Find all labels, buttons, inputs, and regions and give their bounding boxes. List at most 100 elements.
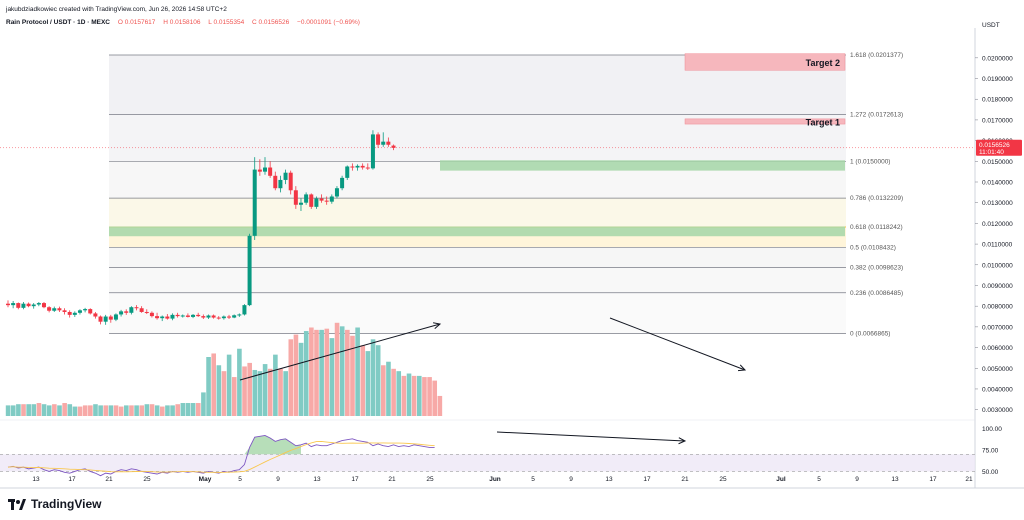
volume-bar — [365, 351, 371, 416]
volume-bar — [432, 380, 438, 416]
volume-bar — [170, 405, 175, 416]
last-price-label: 0.0156526 — [979, 142, 1010, 149]
candle-body — [365, 167, 370, 169]
volume-bar — [360, 345, 366, 416]
volume-bar — [67, 404, 73, 416]
volume-bar — [139, 405, 145, 416]
volume-bar — [401, 375, 407, 416]
change-value: −0.0001091 (−0.69%) — [297, 19, 360, 26]
candle-body — [242, 305, 247, 315]
volume-bar — [108, 405, 114, 416]
candle-body — [170, 314, 175, 319]
candle-body — [237, 314, 242, 316]
time-axis: 13 17 21 25 May 5 9 13 17 21 25 Jun 5 9 13 17 21 25 Jul 5 9 1… — [32, 476, 973, 483]
volume-bar — [350, 335, 355, 416]
candle-body — [298, 202, 303, 205]
volume-bar — [375, 345, 381, 416]
high-value: H 0.0158106 — [163, 19, 201, 26]
volume-bar — [180, 403, 186, 416]
rsi-axis-label: 75.00 — [982, 448, 999, 455]
date-label: Jul — [776, 476, 786, 483]
candle-body — [319, 198, 324, 201]
date-label: Jun — [489, 476, 501, 483]
volume-bar — [334, 322, 340, 416]
axis-price-label: 0.0070000 — [982, 324, 1013, 331]
candle-body — [6, 303, 10, 306]
countdown-label: 11:01:40 — [979, 149, 1004, 156]
candle-body — [329, 196, 334, 202]
volume-bar — [41, 404, 47, 416]
candle-body — [386, 141, 391, 145]
candle-body — [381, 141, 386, 145]
volume-bar — [391, 368, 396, 416]
candle-body — [52, 308, 57, 311]
fib-band — [109, 247, 846, 268]
candle-body — [334, 188, 339, 197]
date-label: 17 — [643, 476, 651, 483]
rsi-ma-line — [7, 440, 435, 473]
volume-bar — [26, 404, 31, 416]
axis-price-label: 0.0090000 — [982, 283, 1013, 290]
axis-currency-label: USDT — [982, 22, 1000, 29]
date-label: 13 — [313, 476, 321, 483]
candle-body — [391, 145, 396, 148]
candle-body — [350, 166, 355, 168]
candle-body — [309, 194, 314, 207]
volume-bar — [257, 371, 263, 416]
volume-bar — [406, 373, 412, 416]
volume-bar — [422, 377, 427, 416]
volume-bar — [98, 405, 103, 416]
volume-bar — [57, 405, 62, 416]
volume-bar — [242, 366, 247, 416]
fib-level-label: 0.786 (0.0132209) — [850, 195, 903, 202]
volume-fall-arrow-head — [737, 364, 747, 372]
fib-level-label: 1.272 (0.0172613) — [850, 112, 903, 119]
axis-price-label: 0.0170000 — [982, 117, 1013, 124]
date-label: 21 — [965, 476, 973, 483]
axis-price-label: 0.0200000 — [982, 55, 1013, 62]
target-layer: Target 2 Target 1 — [684, 53, 846, 127]
candle-body — [165, 316, 170, 319]
volume-bar — [298, 342, 304, 416]
axis-price-label: 0.0190000 — [982, 76, 1013, 83]
candle-body — [134, 307, 139, 309]
date-label: 21 — [681, 476, 689, 483]
fib-band — [109, 292, 846, 334]
candle-body — [98, 316, 103, 322]
volume-bar — [221, 371, 227, 416]
date-label: 25 — [426, 476, 434, 483]
date-label: 17 — [68, 476, 76, 483]
candle-body — [283, 172, 288, 180]
volume-bar — [303, 331, 309, 416]
volume-bar — [288, 339, 294, 416]
volume-bar — [21, 404, 26, 416]
grid-layer — [0, 28, 1024, 489]
volume-layer — [5, 322, 443, 416]
candle-body — [72, 312, 77, 315]
candle-body — [144, 311, 149, 313]
symbol-ohlc: Rain Protocol / USDT · 1D · MEXC O 0.015… — [6, 19, 360, 26]
candle-body — [88, 309, 93, 314]
target-label: Target 1 — [806, 117, 840, 127]
volume-bar — [52, 404, 57, 416]
volume-bar — [149, 404, 155, 416]
axis-price-label: 0.0050000 — [982, 366, 1013, 373]
candle-body — [340, 177, 345, 189]
candle-body — [113, 314, 118, 320]
volume-bar — [72, 406, 78, 416]
date-label: 21 — [388, 476, 396, 483]
volume-bar — [283, 371, 288, 416]
candle-body — [252, 169, 257, 236]
candle-body — [221, 316, 226, 319]
candle-body — [155, 316, 160, 319]
volume-bar — [82, 405, 88, 416]
target-label: Target 2 — [806, 58, 840, 68]
price-axis: USDT 0.0200000 0.0190000 0.0180000 0.0170000… — [975, 22, 1022, 476]
volume-bar — [247, 362, 252, 416]
date-label: 17 — [351, 476, 359, 483]
tradingview-logo[interactable]: TradingView — [8, 497, 101, 511]
volume-bar — [165, 405, 170, 416]
fib-band — [109, 198, 846, 228]
resistance-support-zone — [440, 160, 845, 171]
